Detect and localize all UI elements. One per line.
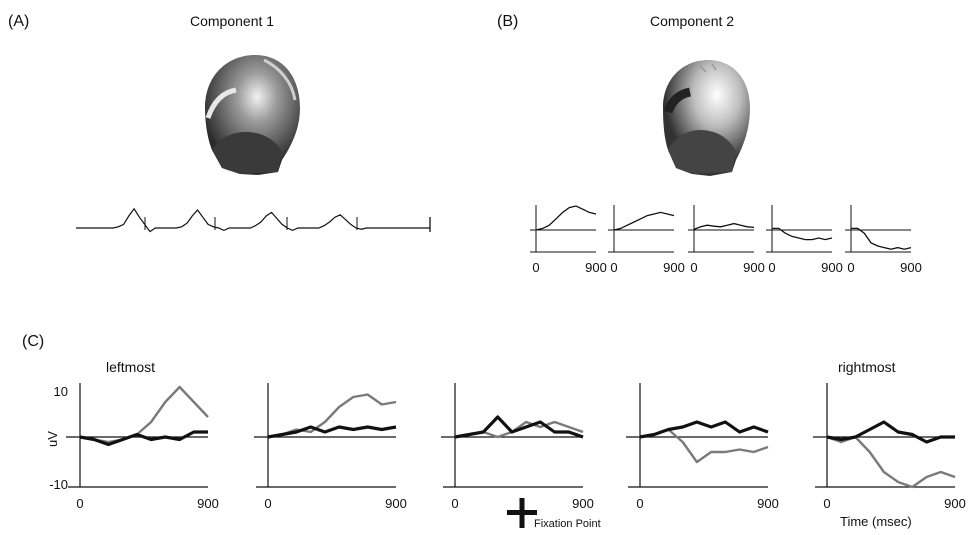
component-2-trace <box>693 222 755 231</box>
tick-label-900: 900 <box>572 496 594 511</box>
y-min-label: -10 <box>49 477 68 492</box>
light-trace <box>826 435 956 489</box>
tick-label-0: 0 <box>610 260 617 275</box>
panel-c-3: 0 900 <box>441 383 594 511</box>
panel-c-1: 0 900 <box>66 383 219 511</box>
tick-label-0: 0 <box>690 260 697 275</box>
panel-c-label: (C) <box>22 333 44 350</box>
dark-trace <box>454 415 584 439</box>
panel-a-label: (A) <box>8 13 29 30</box>
component-2-head-map <box>663 60 750 176</box>
dark-trace <box>79 430 208 447</box>
leftmost-label: leftmost <box>106 359 155 375</box>
component-2-trace <box>535 205 597 231</box>
panel-c-2: 0 900 <box>254 383 407 511</box>
tick-label-0: 0 <box>636 496 643 511</box>
panel-c-4: 0 900 <box>626 383 779 511</box>
component-2-trace <box>772 227 833 241</box>
y-max-label: 10 <box>54 384 68 399</box>
tick-label-900: 900 <box>821 260 843 275</box>
component-1-head-map <box>205 55 300 175</box>
tick-label-900: 900 <box>663 260 685 275</box>
component-1-title: Component 1 <box>190 13 274 29</box>
fixation-point-label: Fixation Point <box>534 518 601 530</box>
tick-label-900: 900 <box>944 496 966 511</box>
tick-label-0: 0 <box>264 496 271 511</box>
tick-label-900: 900 <box>743 260 765 275</box>
component-1-trace <box>76 207 430 233</box>
dark-trace <box>267 425 397 439</box>
component-2-panel-2: 0 900 <box>608 205 685 275</box>
dark-trace <box>826 420 955 444</box>
panel-b-label: (B) <box>497 13 518 30</box>
rightmost-label: rightmost <box>838 359 896 375</box>
tick-label-0: 0 <box>451 496 458 511</box>
component-panels-c: 0 900 0 900 0 900 0 900 0 900 <box>66 383 966 511</box>
fixation-point-icon <box>507 498 537 528</box>
x-axis-label: Time (msec) <box>840 514 912 529</box>
dark-trace <box>639 420 769 439</box>
tick-label-0: 0 <box>847 260 854 275</box>
component-2-panel-4: 0 900 <box>766 205 843 275</box>
tick-label-900: 900 <box>900 260 922 275</box>
component-2-trace <box>851 227 912 250</box>
component-2-trace <box>613 211 675 231</box>
component-2-panel-5: 0 900 <box>845 205 922 275</box>
tick-label-0: 0 <box>768 260 775 275</box>
component-1-markers <box>144 217 431 232</box>
tick-label-0: 0 <box>532 260 539 275</box>
tick-label-900: 900 <box>585 260 607 275</box>
tick-label-0: 0 <box>823 496 830 511</box>
component-2-small-panels: 0 900 0 900 0 900 0 900 0 900 <box>530 205 922 275</box>
tick-label-0: 0 <box>76 496 83 511</box>
panel-c-5: 0 900 <box>813 383 966 511</box>
tick-label-900: 900 <box>757 496 779 511</box>
tick-label-900: 900 <box>385 496 407 511</box>
component-2-panel-1: 0 900 <box>530 205 607 275</box>
component-2-panel-3: 0 900 <box>688 205 765 275</box>
component-2-title: Component 2 <box>650 13 734 29</box>
tick-label-900: 900 <box>197 496 219 511</box>
y-axis-label: uV <box>45 431 60 447</box>
